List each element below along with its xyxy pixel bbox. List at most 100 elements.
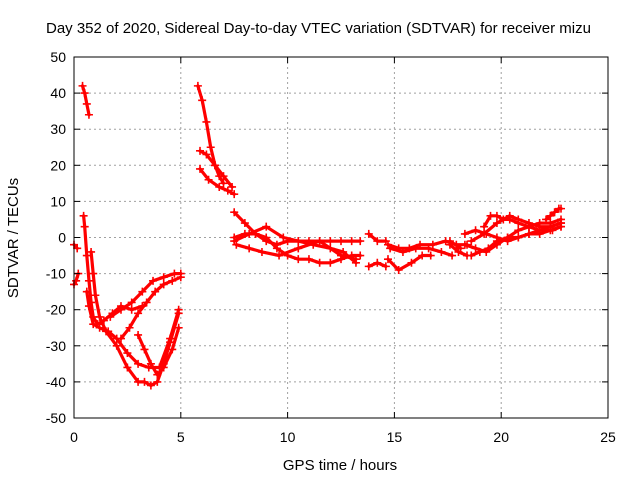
data-point xyxy=(146,381,155,390)
data-point xyxy=(153,377,162,386)
data-point xyxy=(245,229,254,238)
series-arc-12 xyxy=(196,164,239,199)
y-tick-label: -30 xyxy=(46,338,66,354)
data-point xyxy=(505,215,514,224)
data-point xyxy=(373,237,382,246)
data-point xyxy=(134,309,143,318)
data-point xyxy=(196,146,205,155)
data-point xyxy=(168,345,177,354)
data-point xyxy=(196,164,205,173)
data-point xyxy=(89,320,98,329)
data-point xyxy=(492,219,501,228)
data-point xyxy=(138,287,147,296)
series-line xyxy=(198,149,234,189)
x-tick-label: 10 xyxy=(280,429,296,445)
y-tick-label: -50 xyxy=(46,410,66,426)
data-point xyxy=(550,208,559,217)
data-point xyxy=(475,247,484,256)
data-point xyxy=(514,233,523,242)
data-point xyxy=(202,117,211,126)
data-point xyxy=(91,291,100,300)
y-tick-label: 20 xyxy=(50,157,66,173)
data-point xyxy=(230,208,239,217)
data-point xyxy=(437,247,446,256)
series-arc-15 xyxy=(230,222,360,267)
series-arc-17 xyxy=(364,258,390,271)
data-point xyxy=(460,229,469,238)
data-point xyxy=(176,273,185,282)
series-arc-3 xyxy=(78,81,93,119)
data-point xyxy=(240,219,249,228)
data-point xyxy=(364,229,373,238)
data-point xyxy=(546,211,555,220)
data-point xyxy=(304,255,313,264)
x-tick-label: 0 xyxy=(70,429,78,445)
series-arc-13 xyxy=(230,208,365,249)
data-point xyxy=(428,240,437,249)
data-point xyxy=(356,237,365,246)
chart-title: Day 352 of 2020, Sidereal Day-to-day VTE… xyxy=(46,20,591,37)
data-point xyxy=(127,305,136,314)
data-point xyxy=(95,323,104,332)
data-point xyxy=(542,215,551,224)
data-point xyxy=(262,222,271,231)
data-point xyxy=(514,226,523,235)
data-point xyxy=(153,370,162,379)
y-tick-label: -20 xyxy=(46,302,66,318)
data-point xyxy=(149,276,158,285)
series-arc-10 xyxy=(193,81,228,188)
data-point xyxy=(492,211,501,220)
series-arc-16 xyxy=(232,237,360,264)
data-point xyxy=(424,244,433,253)
data-point xyxy=(467,237,476,246)
data-point xyxy=(480,229,489,238)
data-point xyxy=(364,262,373,271)
data-point xyxy=(381,262,390,271)
data-point xyxy=(204,175,213,184)
data-point xyxy=(524,229,533,238)
data-point xyxy=(245,244,254,253)
data-point xyxy=(219,179,228,188)
data-point xyxy=(73,244,82,253)
data-point xyxy=(232,240,241,249)
x-tick-label: 25 xyxy=(600,429,616,445)
data-point xyxy=(80,89,89,98)
data-point xyxy=(82,251,91,260)
x-tick-label: 5 xyxy=(177,429,185,445)
y-tick-label: -40 xyxy=(46,374,66,390)
data-point xyxy=(426,251,435,260)
series-line xyxy=(463,221,563,243)
data-point xyxy=(146,359,155,368)
data-point xyxy=(337,237,345,246)
data-point xyxy=(116,305,125,314)
data-point xyxy=(514,219,523,228)
data-point xyxy=(202,150,211,159)
data-point xyxy=(467,251,476,260)
series-arc-1 xyxy=(70,269,83,289)
y-axis-label: SDTVAR / TECUs xyxy=(5,178,22,298)
data-point xyxy=(84,276,93,285)
data-point xyxy=(448,251,457,260)
data-point xyxy=(127,298,136,307)
data-point xyxy=(445,237,454,246)
data-point xyxy=(347,237,356,246)
data-point xyxy=(503,233,512,242)
data-point xyxy=(123,363,132,372)
data-point xyxy=(215,182,224,191)
data-point xyxy=(174,323,183,332)
x-tick-label: 15 xyxy=(387,429,403,445)
data-point xyxy=(140,345,149,354)
y-tick-label: 30 xyxy=(50,121,66,137)
data-point xyxy=(257,247,266,256)
series-arc-11 xyxy=(196,146,237,191)
data-point xyxy=(394,265,403,274)
data-point xyxy=(193,81,202,90)
data-point xyxy=(480,222,489,231)
data-point xyxy=(123,349,132,358)
data-point xyxy=(219,172,228,181)
series-arc-29 xyxy=(542,204,566,224)
y-tick-label: 10 xyxy=(50,193,66,209)
data-point xyxy=(79,211,88,220)
series-line xyxy=(469,225,563,258)
data-point xyxy=(116,334,125,343)
